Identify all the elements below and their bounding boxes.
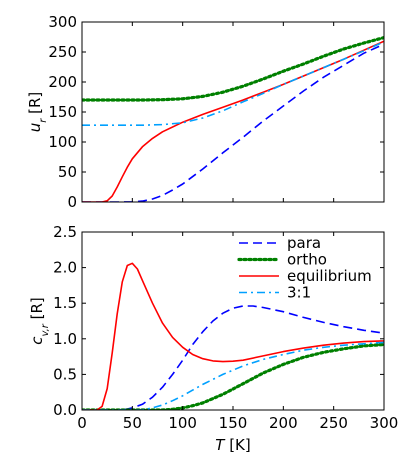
x-tick-label: 50 (123, 414, 142, 432)
y-tick-label: 150 (48, 103, 77, 121)
series-line-ortho (82, 342, 384, 410)
y-tick-label: 100 (48, 133, 77, 151)
upper-plot-lines (82, 36, 384, 202)
lower-plot-ticks: 0 50 100 150 200 250 300 0.0 0.5 1.0 1.5 2.0 2.5 (53, 223, 398, 432)
y-tick-label: 2.0 (53, 259, 77, 277)
y-tick-label: 200 (48, 73, 77, 91)
lower-plot-lines (82, 262, 384, 410)
lower-plot: 0 50 100 150 200 250 300 0.0 0.5 1.0 1.5 2.0 2.5 cv,… (28, 223, 398, 454)
y-tick-label: 2.5 (53, 223, 77, 241)
series-line-3-1 (82, 41, 384, 126)
legend-label: 3:1 (287, 284, 311, 302)
y-tick-label: 1.5 (53, 294, 77, 312)
y-tick-label: 50 (58, 163, 77, 181)
legend-label: para (287, 234, 321, 252)
y-tick-label: 0.0 (53, 401, 77, 419)
upper-plot: 0 50 100 150 200 250 300 ur [R] (26, 13, 385, 211)
x-tick-label: 100 (168, 414, 197, 432)
upper-plot-ticks: 0 50 100 150 200 250 300 (48, 13, 385, 211)
legend-label: ortho (287, 251, 327, 269)
upper-plot-frame (81, 21, 385, 203)
legend-label: equilibrium (287, 267, 372, 285)
series-line-ortho (82, 36, 384, 102)
series-line-equilibrium (82, 262, 384, 410)
x-tick-label: 150 (219, 414, 248, 432)
upper-y-axis-label: ur [R] (26, 92, 49, 133)
y-tick-label: 0.5 (53, 365, 77, 383)
y-tick-label: 0 (67, 193, 77, 211)
y-tick-label: 300 (48, 13, 77, 31)
x-tick-label: 200 (269, 414, 298, 432)
x-tick-label: 300 (370, 414, 399, 432)
x-axis-label: T [K] (215, 436, 250, 454)
x-tick-label: 250 (319, 414, 348, 432)
series-line-para (82, 305, 384, 410)
series-line-3-1 (82, 341, 384, 410)
lower-plot-frame (81, 231, 385, 411)
y-tick-label: 1.0 (53, 330, 77, 348)
series-line-equilibrium (82, 40, 384, 202)
lower-y-axis-label: cv,r [R] (28, 297, 51, 345)
series-line-para (82, 43, 384, 202)
x-tick-label: 0 (77, 414, 87, 432)
y-tick-label: 250 (48, 43, 77, 61)
